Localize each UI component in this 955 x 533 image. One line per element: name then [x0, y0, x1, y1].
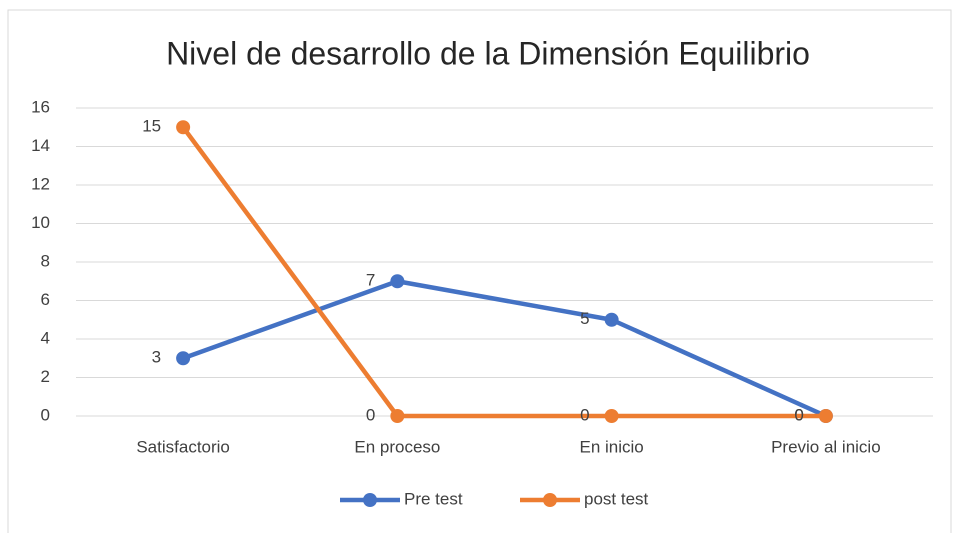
data-label: 5	[580, 309, 589, 328]
data-point	[818, 409, 833, 423]
chart-border	[7, 9, 952, 533]
y-tick-label: 2	[41, 367, 50, 386]
data-label: 3	[152, 348, 161, 367]
y-tick-label: 10	[31, 213, 50, 232]
data-label: 0	[580, 405, 589, 424]
y-tick-label: 6	[41, 290, 50, 309]
legend-marker	[543, 493, 557, 507]
chart-title: Nivel de desarrollo de la Dimensión Equi…	[166, 35, 810, 71]
x-tick-label: En proceso	[354, 437, 440, 456]
y-tick-label: 12	[31, 174, 50, 193]
y-tick-label: 14	[31, 136, 50, 155]
data-point	[390, 409, 405, 423]
y-tick-label: 8	[41, 251, 50, 270]
legend-marker	[363, 493, 377, 507]
series-line	[182, 279, 827, 419]
y-tick-label: 0	[41, 405, 50, 424]
data-point	[176, 120, 191, 135]
data-point	[176, 351, 191, 366]
x-tick-label: En inicio	[579, 437, 643, 456]
data-label: 0	[366, 405, 375, 424]
data-label: 7	[366, 271, 375, 290]
y-tick-label: 16	[31, 97, 50, 116]
data-point	[604, 312, 619, 327]
data-point	[604, 409, 619, 423]
data-label: 0	[794, 405, 803, 424]
legend-label: post test	[584, 489, 649, 508]
series-line	[181, 125, 826, 419]
x-tick-label: Satisfactorio	[136, 437, 230, 456]
x-tick-label: Previo al inicio	[771, 437, 881, 456]
y-tick-label: 4	[41, 328, 50, 347]
legend-label: Pre test	[404, 489, 463, 508]
data-label: 15	[142, 117, 161, 136]
data-point	[390, 274, 405, 289]
